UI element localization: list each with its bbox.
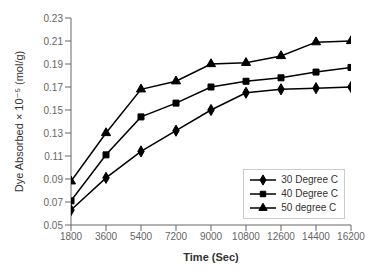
html-text:40 Degree C: 40 Degree C [281, 188, 338, 199]
svg-text:0.21: 0.21 [44, 36, 64, 47]
svg-text:0.17: 0.17 [44, 82, 64, 93]
svg-text:5400: 5400 [130, 231, 153, 242]
svg-text:0.09: 0.09 [44, 174, 64, 185]
svg-text:0.19: 0.19 [44, 59, 64, 70]
svg-text:0.11: 0.11 [44, 151, 63, 162]
html-text:30 Degree C: 30 Degree C [281, 174, 338, 185]
svg-text:Dye Absorbed × 10⁻⁵ (mol/g): Dye Absorbed × 10⁻⁵ (mol/g) [13, 51, 25, 193]
svg-text:16200: 16200 [337, 231, 365, 242]
svg-text:7200: 7200 [165, 231, 188, 242]
svg-text:0.07: 0.07 [44, 197, 64, 208]
svg-text:3600: 3600 [95, 231, 118, 242]
svg-text:9000: 9000 [200, 231, 223, 242]
html-text:50 degree C: 50 degree C [281, 202, 337, 213]
svg-text:14400: 14400 [302, 231, 330, 242]
svg-text:0.05: 0.05 [44, 220, 64, 231]
svg-text:0.13: 0.13 [44, 128, 64, 139]
svg-text:10800: 10800 [232, 231, 260, 242]
svg-text:Time (Sec): Time (Sec) [183, 251, 239, 263]
svg-text:0.23: 0.23 [44, 13, 64, 24]
svg-text:0.15: 0.15 [44, 105, 64, 116]
svg-text:12600: 12600 [267, 231, 295, 242]
svg-text:1800: 1800 [60, 231, 83, 242]
